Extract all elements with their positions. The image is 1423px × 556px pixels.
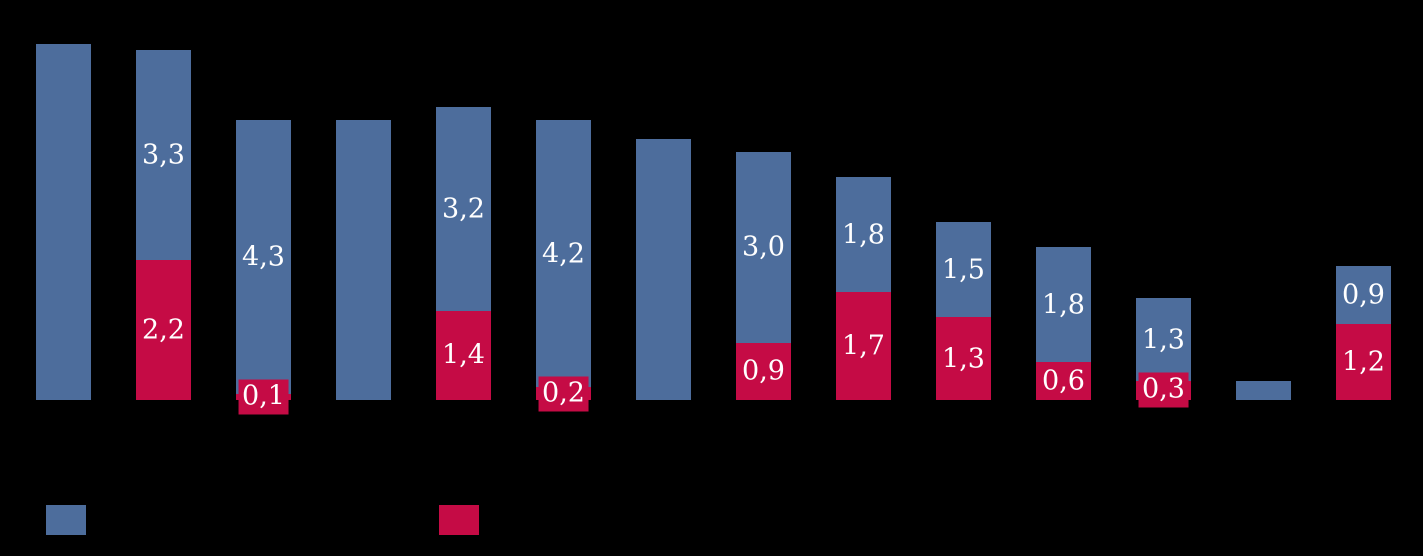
bar-13 [1236, 0, 1291, 556]
bar-6: 4,2 0,2 [536, 0, 591, 556]
bar-segment-blue [1236, 380, 1291, 400]
bar-segment-blue [1036, 247, 1091, 362]
bar-value-label-red: 0,2 [538, 376, 589, 412]
bar-segment-blue [836, 177, 891, 292]
chart-legend [0, 505, 1423, 535]
bar-segment-blue [936, 221, 991, 318]
bar-segment-red [436, 310, 491, 400]
bar-1 [36, 0, 91, 556]
bar-3: 4,3 0,1 [236, 0, 291, 556]
bar-value-label-red: 2,2 [142, 314, 185, 346]
bar-5: 3,2 1,4 [436, 0, 491, 556]
bar-value-label-red: 1,2 [1342, 346, 1385, 378]
bar-segment-blue [1336, 266, 1391, 324]
bar-segment-blue [336, 120, 391, 400]
bar-segment-blue [436, 107, 491, 311]
bar-value-label-red: 0,3 [1138, 372, 1189, 408]
bar-value-label-blue: 3,3 [142, 139, 185, 171]
bar-segment-red [1336, 323, 1391, 400]
bar-segment-red [936, 317, 991, 400]
bar-9: 1,8 1,7 [836, 0, 891, 556]
bar-segment-blue [236, 120, 291, 394]
legend-swatch-red [439, 505, 479, 535]
bar-segment-blue [536, 120, 591, 388]
bar-value-label-red: 1,3 [942, 343, 985, 375]
bar-11: 1,8 0,6 [1036, 0, 1091, 556]
bar-segment-blue [736, 151, 791, 343]
bar-value-label-blue: 3,0 [742, 231, 785, 263]
bar-value-label-blue: 1,8 [1042, 289, 1085, 321]
bar-value-label-red: 1,4 [442, 339, 485, 371]
bar-segment-red [136, 260, 191, 400]
bar-segment-red [736, 342, 791, 400]
bar-value-label-blue: 0,9 [1342, 279, 1385, 311]
bar-10: 1,5 1,3 [936, 0, 991, 556]
bar-value-label-blue: 4,2 [542, 238, 585, 270]
bar-value-label-blue: 1,8 [842, 219, 885, 251]
bar-segment-red [1036, 361, 1091, 400]
bar-14: 0,9 1,2 [1336, 0, 1391, 556]
bar-4 [336, 0, 391, 556]
bar-segment-blue [1136, 298, 1191, 381]
bar-value-label-red: 1,7 [842, 330, 885, 362]
bar-segment-red [836, 291, 891, 400]
bar-value-label-blue: 3,2 [442, 193, 485, 225]
bar-value-label-red: 0,1 [238, 379, 289, 415]
legend-swatch-blue [46, 505, 86, 535]
bar-value-label-red: 0,6 [1042, 365, 1085, 397]
bar-7 [636, 0, 691, 556]
bar-segment-blue [36, 43, 91, 400]
bar-segment-blue [136, 50, 191, 261]
bar-value-label-blue: 4,3 [242, 241, 285, 273]
bar-value-label-red: 0,9 [742, 355, 785, 387]
bar-2: 3,3 2,2 [136, 0, 191, 556]
bar-value-label-blue: 1,3 [1142, 324, 1185, 356]
bar-value-label-blue: 1,5 [942, 254, 985, 286]
bar-8: 3,0 0,9 [736, 0, 791, 556]
bar-12: 1,3 0,3 [1136, 0, 1191, 556]
bar-segment-blue [636, 139, 691, 400]
